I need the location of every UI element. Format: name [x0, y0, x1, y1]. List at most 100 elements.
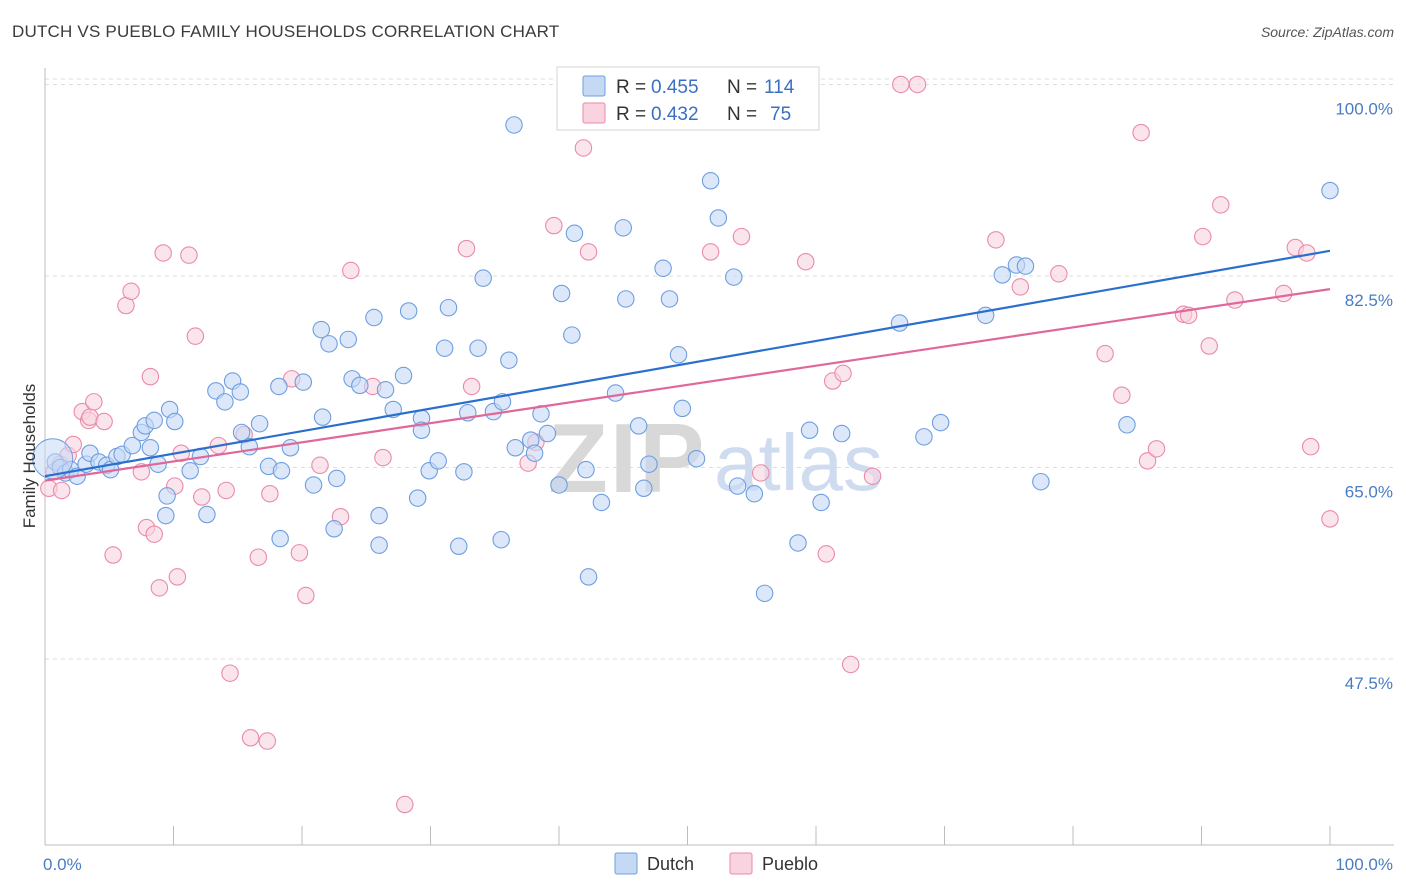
pueblo-point [374, 448, 392, 467]
legend-n-label-pueblo: N = [727, 104, 757, 125]
dutch-point [399, 302, 418, 320]
pueblo-point [1113, 386, 1131, 404]
pueblo-point [95, 412, 113, 431]
dutch-point [725, 268, 743, 286]
pueblo-point [457, 239, 476, 258]
pueblo-point [796, 252, 815, 271]
y-tick-label: 82.5% [1345, 291, 1393, 310]
dutch-point [351, 376, 369, 395]
bottom-legend-swatch-dutch [614, 852, 638, 875]
dutch-point [640, 455, 658, 473]
dutch-point [272, 462, 291, 480]
pueblo-point [834, 364, 852, 383]
dutch-point [408, 489, 427, 507]
dutch-point [629, 417, 648, 435]
dutch-point [304, 476, 323, 494]
pueblo-point [462, 377, 481, 396]
pueblo-point [701, 243, 720, 261]
dutch-point [728, 477, 747, 495]
dutch-point [635, 479, 653, 498]
dutch-point [166, 412, 184, 431]
dutch-point [429, 452, 447, 470]
legend-swatch-dutch [582, 75, 606, 97]
dutch-point [500, 351, 518, 369]
pueblo-point [817, 545, 836, 563]
dutch-point [270, 377, 288, 396]
dutch-point [157, 506, 175, 525]
y-tick-label: 65.0% [1345, 482, 1393, 501]
pueblo-point [1301, 437, 1320, 456]
trend-layer [44, 249, 1331, 482]
x-tick-label-min: 0.0% [43, 855, 82, 874]
pueblo-point [186, 327, 205, 345]
dutch-point [370, 536, 388, 554]
dutch-point [709, 209, 728, 227]
bottom-legend: Dutch Pueblo [614, 852, 818, 875]
dutch-point [231, 383, 250, 401]
dutch-point [1032, 472, 1050, 491]
pueblo-point [579, 243, 598, 261]
dutch-point [123, 436, 142, 455]
tick-labels: 47.5% 65.0% 82.5% 100.0% 0.0% 100.0% [43, 99, 1393, 874]
pueblo-point [154, 244, 172, 262]
dutch-point [313, 408, 332, 426]
pueblo-point [732, 227, 751, 246]
dutch-point [376, 381, 395, 399]
y-axis-label: Family Households [20, 384, 39, 529]
legend-n-value-dutch: 114 [764, 77, 795, 98]
dutch-point [312, 320, 331, 339]
legend-r-value-pueblo: 0.432 [651, 104, 699, 125]
pueblo-point [150, 579, 169, 597]
pueblo-point [1226, 291, 1244, 309]
dutch-point [394, 366, 413, 385]
dutch-point [198, 505, 216, 524]
pueblo-point [1132, 123, 1150, 142]
dutch-point [592, 493, 611, 512]
pueblo-point [863, 467, 882, 485]
dutch-point [365, 308, 383, 327]
bottom-legend-pueblo: Pueblo [762, 854, 818, 874]
dutch-point [181, 462, 199, 480]
pueblo-point [217, 481, 235, 500]
pueblo-point [1096, 344, 1114, 363]
source-label: Source: ZipAtlas.com [1260, 24, 1394, 40]
dutch-point [145, 411, 163, 430]
dutch-point [669, 346, 688, 364]
pueblo-point [1212, 196, 1230, 214]
dutch-point [579, 568, 598, 586]
pueblo-point [1194, 227, 1212, 246]
dutch-point [832, 424, 851, 443]
dutch-point [538, 424, 557, 443]
pueblo-point [545, 216, 563, 235]
dutch-point [216, 393, 234, 411]
pueblo-point [241, 729, 260, 747]
dutch-point [550, 476, 568, 494]
pueblo-point [1147, 440, 1166, 458]
dutch-point [439, 298, 458, 317]
pueblo-point [168, 568, 187, 586]
dutch-point [492, 530, 510, 549]
dutch-point [250, 414, 269, 433]
pueblo-point [180, 246, 198, 264]
dutch-point [339, 330, 358, 349]
legend-r-label-pueblo: R = [616, 104, 646, 125]
pueblo-point [751, 464, 770, 482]
dutch-point [1016, 257, 1035, 275]
pueblo-point [297, 586, 315, 605]
dutch-point [281, 439, 300, 457]
dutch-point [931, 413, 950, 432]
dutch-point [1118, 416, 1136, 434]
bottom-legend-dutch: Dutch [647, 854, 694, 874]
pueblo-point [52, 481, 71, 500]
pueblo-point [249, 548, 268, 566]
top-legend: R = 0.455 N = 114 R = 0.432 N = 75 [556, 66, 820, 131]
pueblo-point [1274, 284, 1293, 303]
dutch-point [812, 493, 830, 512]
dutch-point [141, 439, 160, 457]
watermark: ZIP atlas [548, 403, 883, 513]
dutch-point [474, 269, 492, 287]
dutch-point [435, 339, 454, 357]
dutch-point [1321, 181, 1339, 200]
dutch-point [890, 314, 909, 332]
dutch-point [370, 506, 388, 525]
